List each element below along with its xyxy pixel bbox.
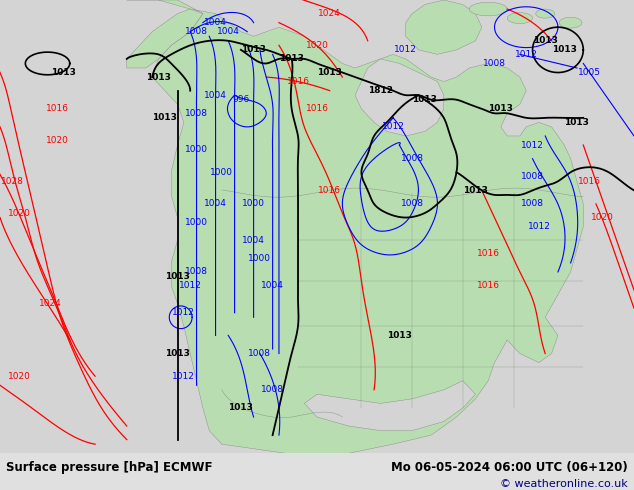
Text: 1004: 1004 bbox=[217, 27, 240, 36]
Polygon shape bbox=[355, 59, 444, 136]
Text: 1008: 1008 bbox=[401, 199, 424, 208]
Polygon shape bbox=[406, 0, 482, 54]
Text: 1013: 1013 bbox=[51, 68, 76, 77]
Text: 1028: 1028 bbox=[1, 177, 24, 186]
Text: 1012: 1012 bbox=[172, 372, 195, 381]
Text: 1012: 1012 bbox=[521, 141, 544, 149]
Text: 1013: 1013 bbox=[146, 73, 171, 81]
Text: 1004: 1004 bbox=[204, 199, 227, 208]
Text: 1000: 1000 bbox=[210, 168, 233, 177]
Text: 1004: 1004 bbox=[261, 281, 284, 290]
Polygon shape bbox=[559, 17, 582, 28]
Polygon shape bbox=[127, 0, 583, 453]
Text: 1013: 1013 bbox=[241, 46, 266, 54]
Text: 1000: 1000 bbox=[249, 254, 271, 263]
Text: 1013: 1013 bbox=[564, 118, 590, 127]
Text: 1004: 1004 bbox=[242, 236, 265, 245]
Text: 1012: 1012 bbox=[394, 46, 417, 54]
Polygon shape bbox=[507, 13, 533, 24]
Text: 1020: 1020 bbox=[591, 213, 614, 222]
Text: 1020: 1020 bbox=[8, 209, 30, 218]
Text: 1016: 1016 bbox=[477, 281, 500, 290]
Text: 1012: 1012 bbox=[527, 222, 550, 231]
Text: 1008: 1008 bbox=[185, 109, 208, 118]
Text: 1013: 1013 bbox=[552, 46, 577, 54]
Text: 1013: 1013 bbox=[165, 349, 190, 358]
Text: 1024: 1024 bbox=[318, 9, 341, 18]
Text: 1020: 1020 bbox=[8, 372, 30, 381]
Text: 1012: 1012 bbox=[172, 308, 195, 317]
Text: 1000: 1000 bbox=[185, 145, 208, 154]
Text: 1013: 1013 bbox=[152, 113, 178, 122]
Text: 1020: 1020 bbox=[46, 136, 68, 145]
Text: 1008: 1008 bbox=[185, 268, 208, 276]
Text: Mo 06-05-2024 06:00 UTC (06+120): Mo 06-05-2024 06:00 UTC (06+120) bbox=[391, 461, 628, 474]
Text: 1016: 1016 bbox=[46, 104, 68, 113]
Text: 1004: 1004 bbox=[204, 91, 227, 99]
Polygon shape bbox=[536, 9, 555, 18]
Text: 1013: 1013 bbox=[488, 104, 514, 113]
Text: 1005: 1005 bbox=[578, 68, 601, 77]
Text: 1004: 1004 bbox=[204, 18, 227, 27]
Text: 1008: 1008 bbox=[521, 172, 544, 181]
Text: 1012: 1012 bbox=[382, 122, 404, 131]
Text: 1000: 1000 bbox=[185, 218, 208, 226]
Text: 1024: 1024 bbox=[39, 299, 62, 308]
Text: Surface pressure [hPa] ECMWF: Surface pressure [hPa] ECMWF bbox=[6, 461, 213, 474]
Text: 1016: 1016 bbox=[306, 104, 328, 113]
Text: © weatheronline.co.uk: © weatheronline.co.uk bbox=[500, 480, 628, 490]
Text: 1812: 1812 bbox=[368, 86, 393, 95]
Text: 1013: 1013 bbox=[463, 186, 488, 195]
Text: 1020: 1020 bbox=[306, 41, 328, 50]
Polygon shape bbox=[127, 9, 203, 68]
Text: 1008: 1008 bbox=[261, 385, 284, 394]
Text: 1008: 1008 bbox=[521, 199, 544, 208]
Text: 1008: 1008 bbox=[401, 154, 424, 163]
Polygon shape bbox=[469, 2, 507, 16]
Polygon shape bbox=[304, 381, 476, 431]
Text: 1008: 1008 bbox=[185, 27, 208, 36]
Text: 996: 996 bbox=[232, 95, 250, 104]
Text: 1008: 1008 bbox=[483, 59, 506, 68]
Text: 1013: 1013 bbox=[412, 95, 437, 104]
Text: 1008: 1008 bbox=[249, 349, 271, 358]
Text: 1013: 1013 bbox=[165, 272, 190, 281]
Text: 1012: 1012 bbox=[515, 50, 538, 59]
Text: 1016: 1016 bbox=[578, 177, 601, 186]
Text: 1000: 1000 bbox=[242, 199, 265, 208]
Text: 1013: 1013 bbox=[228, 403, 254, 413]
Text: 1016: 1016 bbox=[287, 77, 309, 86]
Text: 1016: 1016 bbox=[477, 249, 500, 258]
Text: 1016: 1016 bbox=[318, 186, 341, 195]
Text: 1012: 1012 bbox=[179, 281, 202, 290]
Text: 1013: 1013 bbox=[279, 54, 304, 63]
Text: 1013: 1013 bbox=[387, 331, 412, 340]
Text: 1013: 1013 bbox=[533, 36, 558, 45]
Text: 1013: 1013 bbox=[317, 68, 342, 77]
